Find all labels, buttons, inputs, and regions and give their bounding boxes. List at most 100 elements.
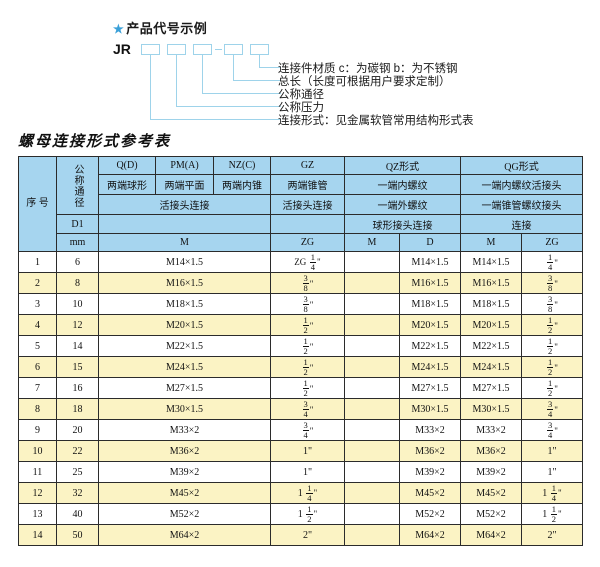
- cell-qz-m: [344, 503, 400, 525]
- cell-qz-m: [344, 335, 400, 357]
- table-row: 5 14 M22×1.5 1 2 " M22×1.5 M22×1.5 1 2 ": [18, 335, 584, 357]
- cell-qz-m: [344, 440, 400, 462]
- cell-bore: 6: [56, 251, 99, 273]
- cell-gz-zg: 3 4 ": [270, 419, 345, 441]
- header-desc2-qz: 一端外螺纹: [344, 194, 461, 215]
- cell-thread-m-main: M30×1.5: [98, 398, 271, 420]
- cell-qg-zg: 3 4 ": [520, 419, 584, 441]
- cell-bore: 18: [56, 398, 99, 420]
- table-row: 6 15 M24×1.5 1 2 " M24×1.5 M24×1.5 1 2 ": [18, 356, 584, 378]
- code-box-5: [250, 44, 269, 55]
- cell-bore: 40: [56, 503, 99, 525]
- cell-qg-m: M36×2: [460, 440, 522, 462]
- table-row: 4 12 M20×1.5 1 2 " M20×1.5 M20×1.5 1 2 ": [18, 314, 584, 336]
- cell-gz-zg: 2": [270, 524, 345, 546]
- header-group-gz: GZ: [270, 156, 345, 175]
- cell-seq: 13: [18, 503, 57, 525]
- cell-bore: 16: [56, 377, 99, 399]
- header-seq-label: 序 号: [26, 198, 49, 209]
- cell-qz-d: M16×1.5: [399, 272, 461, 294]
- cell-qg-zg: 1 2 ": [520, 356, 584, 378]
- header-thread-d-qz: D: [399, 233, 461, 252]
- leader-line-5-vertical: [259, 55, 261, 68]
- cell-qg-zg: 1 2 ": [520, 335, 584, 357]
- leader-line-1-horizontal: [150, 119, 281, 121]
- cell-qg-zg: 1": [520, 461, 584, 483]
- leader-line-4-horizontal: [233, 80, 281, 82]
- table-row: 13 40 M52×2 1 1 2 " M52×2 M52×2 1 1 2 ": [18, 503, 584, 525]
- cell-gz-zg: 1 2 ": [270, 335, 345, 357]
- header-group-qd: Q(D): [98, 156, 156, 175]
- header-desc1-pma: 两端平面: [155, 174, 214, 195]
- cell-gz-zg: 1 2 ": [270, 356, 345, 378]
- cell-seq: 11: [18, 461, 57, 483]
- cell-seq: 14: [18, 524, 57, 546]
- cell-qg-m: M33×2: [460, 419, 522, 441]
- cell-qg-zg: 1 1 4 ": [520, 482, 584, 504]
- header-d1-label: D1: [56, 214, 99, 234]
- annotation-total-length: 总长（长度可根据用户要求定制）: [278, 76, 451, 88]
- cell-bore: 20: [56, 419, 99, 441]
- cell-qg-zg: 1": [520, 440, 584, 462]
- code-box-4: [224, 44, 243, 55]
- cell-thread-m-main: M18×1.5: [98, 293, 271, 315]
- cell-qz-m: [344, 251, 400, 273]
- header-desc3-qg: 连接: [459, 214, 584, 234]
- cell-qz-m: [344, 293, 400, 315]
- cell-qg-m: M24×1.5: [460, 356, 522, 378]
- cell-qg-m: M30×1.5: [460, 398, 522, 420]
- cell-qz-m: [344, 419, 400, 441]
- nut-connection-spec-table: 序 号 公称通径 Q(D) PM(A) NZ(C) GZ QZ形式 QG形式 两…: [18, 156, 584, 546]
- cell-qg-m: M27×1.5: [460, 377, 522, 399]
- cell-gz-zg: 1 1 4 ": [270, 482, 345, 504]
- cell-gz-zg: 1 1 2 ": [270, 503, 345, 525]
- header-desc1-qz: 一端内螺纹: [344, 174, 461, 195]
- cell-qz-m: [344, 461, 400, 483]
- header-row-d1: D1 球形接头连接 连接: [19, 214, 584, 234]
- cell-seq: 9: [18, 419, 57, 441]
- cell-thread-m-main: M52×2: [98, 503, 271, 525]
- cell-qg-m: M64×2: [460, 524, 522, 546]
- header-desc3-gz: [270, 214, 345, 234]
- table-header: 序 号 公称通径 Q(D) PM(A) NZ(C) GZ QZ形式 QG形式 两…: [18, 156, 584, 252]
- cell-bore: 10: [56, 293, 99, 315]
- cell-qg-m: M14×1.5: [460, 251, 522, 273]
- header-desc2-gz: 活接头连接: [270, 194, 345, 215]
- cell-qg-m: M16×1.5: [460, 272, 522, 294]
- header-bore: 公称通径: [56, 156, 99, 215]
- product-code-diagram: ★ 产品代号示例 JR 连接件材质 c：为碳钢 b：为不锈钢 总长（长度可根据用户…: [0, 0, 600, 128]
- product-code-title: ★ 产品代号示例: [113, 18, 207, 37]
- table-row: 10 22 M36×2 1" M36×2 M36×2 1": [18, 440, 584, 462]
- header-bore-label: 公称通径: [72, 163, 83, 208]
- cell-qz-d: M36×2: [399, 440, 461, 462]
- annotation-nominal-pressure: 公称压力: [278, 102, 324, 114]
- annotation-connector-material: 连接件材质 c：为碳钢 b：为不锈钢: [278, 63, 458, 75]
- cell-thread-m-main: M33×2: [98, 419, 271, 441]
- cell-qg-zg: 3 4 ": [520, 398, 584, 420]
- header-thread-zg-qg: ZG: [520, 233, 584, 252]
- cell-thread-m-main: M39×2: [98, 461, 271, 483]
- cell-seq: 5: [18, 335, 57, 357]
- cell-bore: 25: [56, 461, 99, 483]
- cell-thread-m-main: M16×1.5: [98, 272, 271, 294]
- cell-thread-m-main: M36×2: [98, 440, 271, 462]
- product-code-title-text: 产品代号示例: [126, 21, 208, 36]
- header-thread-m-main: M: [98, 233, 271, 252]
- cell-bore: 50: [56, 524, 99, 546]
- table-row: 2 8 M16×1.5 3 8 " M16×1.5 M16×1.5 3 8 ": [18, 272, 584, 294]
- cell-qz-d: M45×2: [399, 482, 461, 504]
- cell-qz-d: M52×2: [399, 503, 461, 525]
- leader-line-3-vertical: [202, 55, 204, 94]
- cell-seq: 7: [18, 377, 57, 399]
- header-desc1-qd: 两端球形: [98, 174, 156, 195]
- cell-bore: 32: [56, 482, 99, 504]
- cell-thread-m-main: M20×1.5: [98, 314, 271, 336]
- cell-qz-d: M22×1.5: [399, 335, 461, 357]
- table-title: 螺母连接形式参考表: [18, 134, 172, 150]
- cell-qg-zg: 1 1 2 ": [520, 503, 584, 525]
- header-row-units: mm M ZG M D M ZG: [19, 233, 584, 252]
- table-row: 8 18 M30×1.5 3 4 " M30×1.5 M30×1.5 3 4 ": [18, 398, 584, 420]
- cell-seq: 8: [18, 398, 57, 420]
- header-thread-m-qg: M: [460, 233, 522, 252]
